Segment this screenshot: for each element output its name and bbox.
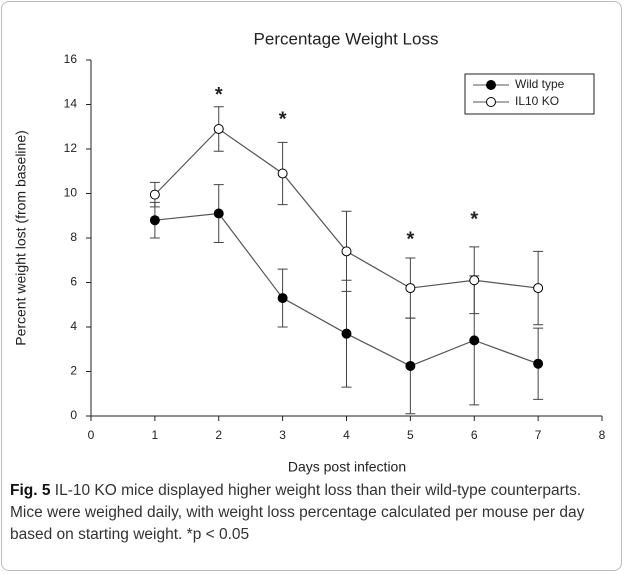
annotation: * bbox=[215, 84, 223, 106]
x-tick-label: 2 bbox=[215, 428, 222, 442]
x-tick-label: 4 bbox=[343, 428, 350, 442]
legend-marker bbox=[486, 97, 496, 107]
y-tick-label: 14 bbox=[64, 97, 78, 111]
x-tick-label: 8 bbox=[599, 428, 606, 442]
marker bbox=[533, 358, 544, 369]
marker bbox=[533, 283, 544, 294]
marker bbox=[213, 208, 224, 219]
y-tick-label: 6 bbox=[70, 275, 77, 289]
x-tick-label: 5 bbox=[407, 428, 414, 442]
y-axis-label: Percent weight lost (from baseline) bbox=[13, 130, 29, 346]
y-tick-label: 12 bbox=[64, 141, 78, 155]
marker bbox=[341, 328, 352, 339]
annotation: * bbox=[406, 229, 414, 251]
caption: Fig. 5 IL-10 KO mice displayed higher we… bbox=[10, 480, 615, 546]
marker bbox=[469, 275, 480, 286]
caption-label: Fig. 5 bbox=[10, 482, 51, 499]
x-tick-label: 0 bbox=[88, 428, 95, 442]
caption-note: *p < 0.05 bbox=[186, 526, 250, 543]
marker bbox=[341, 246, 352, 257]
y-tick-label: 10 bbox=[64, 186, 78, 200]
x-axis-label: Days post infection bbox=[288, 459, 406, 475]
marker bbox=[469, 335, 480, 346]
caption-text: IL-10 KO mice displayed higher weight lo… bbox=[10, 482, 585, 543]
marker bbox=[213, 123, 224, 134]
marker bbox=[277, 168, 288, 179]
legend-label: IL10 KO bbox=[515, 94, 559, 108]
legend-box bbox=[464, 73, 595, 115]
x-tick-label: 1 bbox=[152, 428, 159, 442]
chart-title: Percentage Weight Loss bbox=[254, 29, 439, 48]
y-tick-label: 4 bbox=[70, 319, 77, 333]
chart: Percentage Weight Loss Days post infecti… bbox=[13, 29, 606, 475]
marker bbox=[405, 283, 416, 294]
y-tick-label: 16 bbox=[64, 52, 78, 66]
legend-marker bbox=[486, 80, 496, 90]
marker bbox=[149, 215, 160, 226]
x-tick-label: 3 bbox=[279, 428, 286, 442]
legend-label: Wild type bbox=[515, 77, 565, 91]
annotation: * bbox=[470, 208, 478, 230]
y-tick-label: 0 bbox=[70, 408, 77, 422]
marker bbox=[405, 360, 416, 371]
marker bbox=[149, 189, 160, 200]
y-tick-label: 8 bbox=[70, 230, 77, 244]
annotation: * bbox=[279, 108, 287, 130]
marker bbox=[277, 293, 288, 304]
x-tick-label: 7 bbox=[535, 428, 542, 442]
x-tick-label: 6 bbox=[471, 428, 478, 442]
y-tick-label: 2 bbox=[70, 364, 77, 378]
